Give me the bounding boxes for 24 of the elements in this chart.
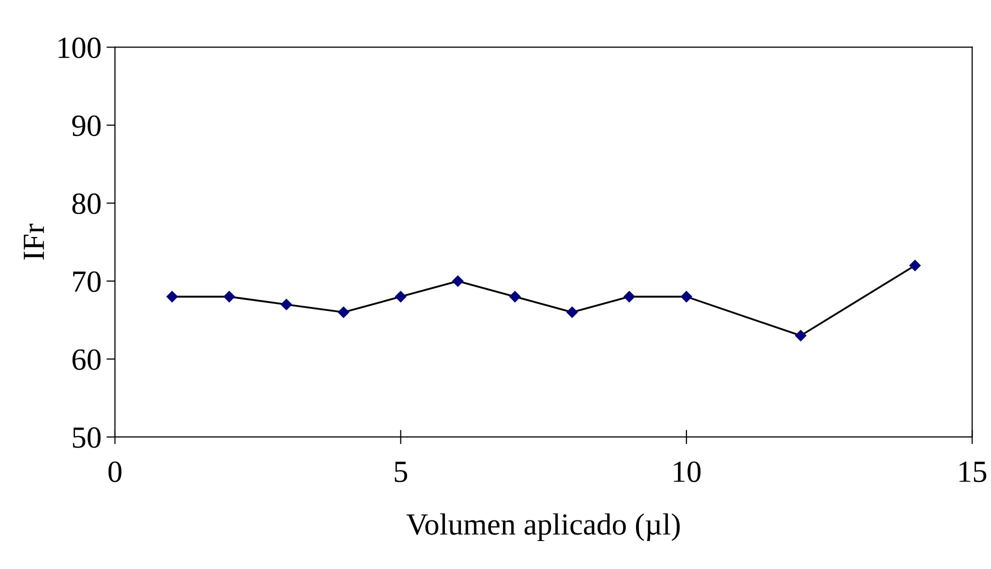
y-tick-label: 100: [58, 38, 101, 58]
y-tick-label: 50: [72, 427, 101, 448]
y-tick-label: 90: [72, 115, 101, 136]
y-axis-title: IFr: [24, 224, 44, 260]
x-tick-label: 10: [674, 461, 701, 482]
point: [566, 306, 578, 318]
point: [338, 306, 350, 318]
point: [395, 291, 406, 302]
x-tick-label: 0: [108, 461, 122, 482]
point: [624, 291, 635, 302]
x-tick-label: 5: [394, 462, 408, 482]
point: [795, 330, 806, 342]
point: [680, 291, 692, 302]
point: [509, 291, 521, 302]
y-tick-label: 60: [72, 349, 101, 370]
point: [166, 291, 178, 302]
y-tick-label: 80: [72, 193, 101, 214]
point: [909, 260, 921, 272]
y-tick-label: 70: [73, 271, 101, 292]
x-axis-title: Volumen aplicado (µl): [406, 513, 680, 542]
x-tick-label: 15: [960, 462, 986, 482]
point: [452, 275, 464, 287]
point: [224, 291, 235, 302]
point: [280, 298, 292, 310]
